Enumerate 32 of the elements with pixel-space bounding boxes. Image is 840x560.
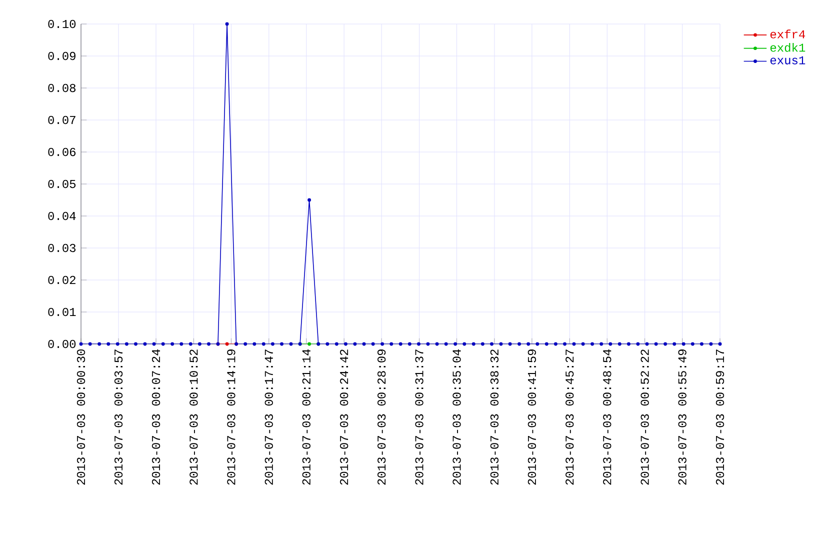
y-tick-label: 0.05 (48, 180, 76, 188)
x-tick-label: 2013-07-03 00:52:22 (640, 350, 649, 485)
x-tick-label: 2013-07-03 00:07:24 (152, 349, 160, 485)
x-tick-label: 2013-07-03 00:55:49 (678, 350, 686, 485)
x-tick-label: 2013-07-03 00:17:47 (264, 350, 273, 485)
x-tick-label: 2013-07-03 00:28:09 (377, 350, 386, 485)
y-tick-label: 0.08 (48, 84, 76, 92)
x-tick-label: 2013-07-03 00:14:19 (227, 350, 236, 485)
y-tick-label: 0.01 (48, 308, 76, 316)
legend-label: exfr4 (770, 30, 806, 38)
legend-label: exus1 (770, 56, 806, 64)
x-tick-label: 2013-07-03 00:38:32 (490, 350, 499, 485)
y-tick-label: 0.07 (48, 116, 76, 124)
x-tick-label: 2013-07-03 00:45:27 (566, 350, 574, 485)
x-tick-label: 2013-07-03 00:24:42 (340, 350, 348, 485)
y-tick-label: 0.02 (48, 276, 76, 284)
x-tick-label: 2013-07-03 00:48:54 (603, 349, 612, 485)
x-tick-label: 2013-07-03 00:00:30 (76, 349, 86, 485)
x-tick-label: 2013-07-03 00:21:14 (302, 349, 310, 485)
x-tick-label: 2013-07-03 00:41:59 (528, 350, 536, 485)
y-tick-label: 0.09 (48, 52, 76, 60)
x-tick-label: 2013-07-03 00:10:52 (190, 350, 198, 485)
y-tick-label: 0.03 (48, 244, 76, 252)
x-tick-label: 2013-07-03 00:31:37 (415, 350, 424, 485)
y-tick-label: 0.10 (48, 20, 76, 28)
y-tick-label: 0.00 (48, 340, 76, 348)
y-tick-label: 0.04 (48, 212, 76, 220)
x-tick-label: 2013-07-03 00:03:57 (114, 350, 123, 485)
x-tick-label: 2013-07-03 00:59:17 (716, 350, 724, 485)
x-tick-label: 2013-07-03 00:35:04 (452, 349, 461, 485)
legend-label: exdk1 (770, 42, 806, 52)
y-tick-label: 0.06 (48, 148, 76, 156)
